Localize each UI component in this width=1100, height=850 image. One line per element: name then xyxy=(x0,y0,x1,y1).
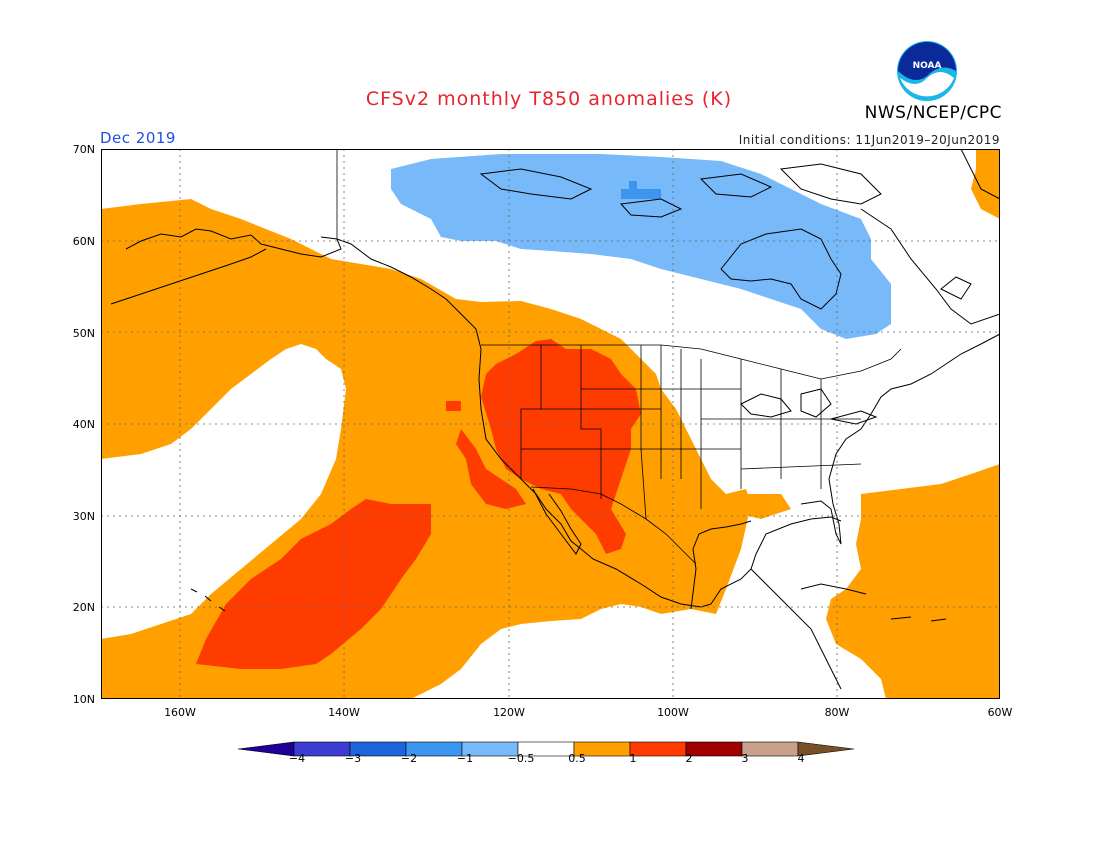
legend-label-4: 4 xyxy=(797,752,805,765)
legend-label-1: 1 xyxy=(629,752,637,765)
lat-label-10n: 10N xyxy=(72,693,95,706)
lat-label-60n: 60N xyxy=(72,235,95,248)
anomaly-field-1-2 xyxy=(196,339,641,669)
lon-label-140w: 140W xyxy=(328,706,360,719)
political-borders xyxy=(336,149,902,565)
legend-label-neg4: −4 xyxy=(288,752,306,765)
lat-label-30n: 30N xyxy=(72,510,95,523)
legend-label-neg1: −1 xyxy=(456,752,474,765)
legend-label-neg05: −0.5 xyxy=(507,752,535,765)
legend-swatch-upper-triangle xyxy=(797,741,855,757)
lat-label-50n: 50N xyxy=(72,327,95,340)
noaa-logo: NOAA xyxy=(897,41,957,101)
forecast-month-label: Dec 2019 xyxy=(100,129,176,147)
lat-label-20n: 20N xyxy=(72,601,95,614)
lon-label-60w: 60W xyxy=(987,706,1013,719)
lon-label-120w: 120W xyxy=(493,706,525,719)
lon-label-160w: 160W xyxy=(164,706,196,719)
legend-label-neg3: −3 xyxy=(344,752,362,765)
lon-label-100w: 100W xyxy=(657,706,689,719)
anomaly-map xyxy=(101,149,1000,699)
svg-text:NOAA: NOAA xyxy=(913,61,942,71)
lat-label-70n: 70N xyxy=(72,143,95,156)
legend-label-05: 0.5 xyxy=(568,752,586,765)
legend-label-3: 3 xyxy=(741,752,749,765)
coastlines xyxy=(110,149,1000,690)
lat-label-40n: 40N xyxy=(72,418,95,431)
anomaly-field-neg-1-2 xyxy=(621,181,661,199)
agency-label: NWS/NCEP/CPC xyxy=(864,103,1002,123)
anomaly-field-neg-0.5-1 xyxy=(391,154,891,339)
color-legend xyxy=(238,741,855,757)
chart-title: CFSv2 monthly T850 anomalies (K) xyxy=(365,88,733,110)
graticule xyxy=(101,149,1000,699)
lon-label-80w: 80W xyxy=(824,706,850,719)
legend-label-2: 2 xyxy=(685,752,693,765)
legend-label-neg2: −2 xyxy=(400,752,418,765)
initial-conditions-label: Initial conditions: 11Jun2019–20Jun2019 xyxy=(738,133,1000,147)
